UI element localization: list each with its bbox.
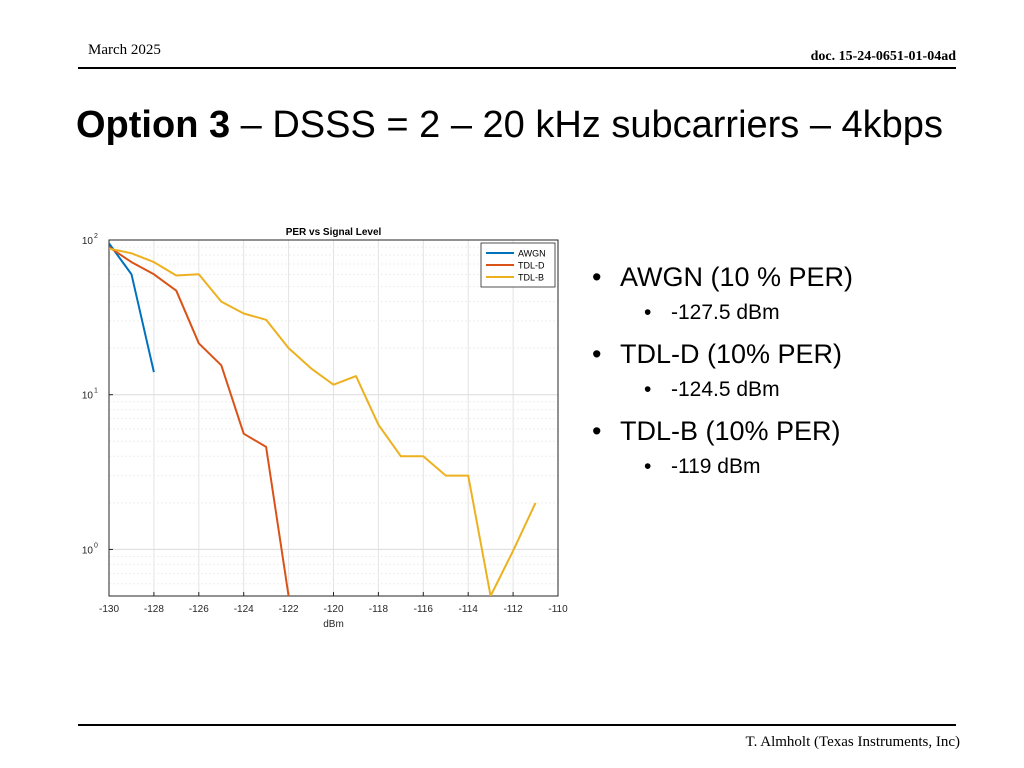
series-line-tdl-d (109, 246, 290, 596)
y-tick-label-0: 10 (82, 236, 94, 247)
series-line-awgn (109, 242, 155, 373)
sub-bullet-tdl-b-value: -119 dBm (671, 455, 761, 478)
slide-title: Option 3 – DSSS = 2 – 20 kHz subcarriers… (76, 104, 943, 147)
x-tick-label-2: -126 (189, 604, 209, 615)
x-tick-label-5: -120 (323, 604, 343, 615)
slide-title-bold: Option 3 (76, 104, 231, 146)
legend-label-tdl-b: TDL-B (518, 273, 544, 283)
y-tick-exp-0: 2 (94, 233, 98, 240)
bullet-tdl-b-label: TDL-B (10% PER) (620, 416, 841, 446)
bullet-list: • AWGN (10 % PER) • -127.5 dBm • TDL-D (10%… (592, 262, 853, 493)
sub-bullet-tdl-d: • -124.5 dBm (644, 378, 780, 401)
sub-bullet-tdl-d-value: -124.5 dBm (671, 378, 780, 401)
x-tick-label-10: -110 (548, 604, 568, 615)
legend-label-awgn: AWGN (518, 249, 546, 259)
sub-bullet-tdl-b: • -119 dBm (644, 455, 761, 478)
x-tick-label-0: -130 (99, 604, 119, 615)
footer-author: T. Almholt (Texas Instruments, Inc) (745, 734, 960, 750)
chart-title: PER vs Signal Level (286, 227, 382, 238)
footer-divider (78, 724, 956, 726)
sub-bullet-awgn: • -127.5 dBm (644, 301, 780, 324)
x-tick-label-4: -122 (279, 604, 299, 615)
x-tick-label-3: -124 (234, 604, 254, 615)
y-tick-label-2: 10 (82, 545, 94, 556)
bullet-tdl-d: • TDL-D (10% PER) (592, 339, 843, 369)
x-axis-label: dBm (323, 619, 344, 630)
y-tick-exp-2: 0 (94, 542, 98, 549)
x-tick-label-6: -118 (369, 604, 389, 615)
bullet-awgn: • AWGN (10 % PER) (592, 262, 854, 292)
slide-title-rest: – DSSS = 2 – 20 kHz subcarriers – 4kbps (230, 104, 943, 146)
bullet-tdl-d-label: TDL-D (10% PER) (620, 339, 843, 369)
header-date: March 2025 (88, 42, 161, 58)
y-tick-label-1: 10 (82, 391, 94, 402)
x-tick-label-7: -116 (414, 604, 434, 615)
bullet-tdl-b: • TDL-B (10% PER) (592, 416, 841, 446)
x-tick-label-9: -112 (503, 604, 523, 615)
x-tick-label-1: -128 (144, 604, 164, 615)
y-tick-exp-1: 1 (94, 388, 98, 395)
per-chart-svg: -130 -128 -126 -124 -122 -120 -118 -116 -114 -112… (82, 227, 568, 630)
legend-label-tdl-d: TDL-D (518, 261, 545, 271)
x-tick-label-8: -114 (459, 604, 479, 615)
header-doc-id: doc. 15-24-0651-01-04ad (810, 49, 956, 64)
series-line-tdl-b (109, 247, 537, 596)
bullet-awgn-label: AWGN (10 % PER) (620, 262, 854, 292)
per-chart: -130 -128 -126 -124 -122 -120 -118 -116 -114 -112… (80, 222, 570, 634)
sub-bullet-awgn-value: -127.5 dBm (671, 301, 780, 324)
header-divider (78, 67, 956, 69)
